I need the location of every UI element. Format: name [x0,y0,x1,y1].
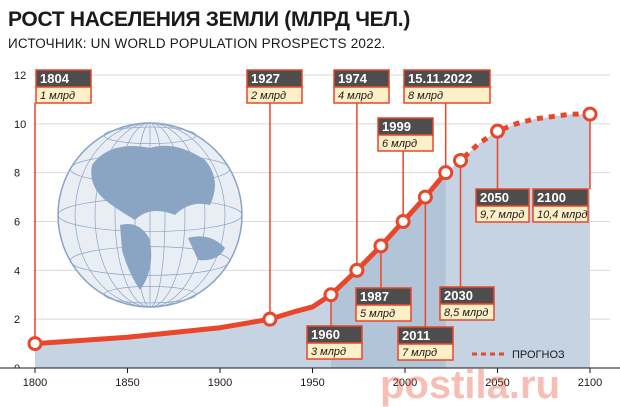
data-point [417,189,433,205]
annotation-value: 4 млрд [338,90,373,102]
x-tick-label: 1900 [208,377,232,389]
y-tick-label: 4 [14,265,20,277]
data-point [349,262,365,278]
annotation-value: 2 млрд [250,90,286,102]
annotation-value-box [403,86,491,104]
annotation-label: 15.11.2022 8 млрд [403,69,491,104]
annotation-value: 5 млрд [360,308,395,320]
annotation-label: 1987 5 млрд [355,287,412,322]
annotation-value-box [439,303,495,321]
annotation-year: 1927 [251,71,280,86]
annotation-value-box [475,205,530,223]
annotation-value-box [333,86,390,104]
annotation-year: 1804 [40,71,70,86]
annotation-value-box [35,86,92,104]
globe-icon [57,122,243,308]
forecast-line [444,111,590,175]
annotation-value-box [397,343,454,361]
y-tick-label: 2 [14,314,20,326]
annotation-value-box [355,304,412,322]
globe-land [120,224,152,290]
data-point [373,238,389,254]
globe-land [188,236,225,261]
annotation-value-box [532,205,589,223]
y-tick-label: 10 [14,119,26,131]
annotation-value-box [306,342,363,360]
annotation-label: 1927 2 млрд [246,69,303,104]
annotation-year: 1960 [311,327,340,342]
annotation-label: 1960 3 млрд [306,325,363,360]
chart-source: ИСТОЧНИК: UN WORLD POPULATION PROSPECTS … [8,36,386,51]
annotation-value: 1 млрд [40,90,75,102]
x-tick-label: 2100 [578,377,602,389]
watermark: postila.ru [380,363,560,407]
globe-land [91,145,215,220]
data-point [262,311,278,327]
annotation-year: 2100 [537,190,566,205]
annotation-year: 15.11.2022 [408,71,472,86]
x-tick-label: 2000 [393,377,417,389]
data-point [323,287,339,303]
annotation-value: 7 млрд [402,347,437,359]
annotation-year: 1999 [382,119,411,134]
annotation-label: 1999 6 млрд [377,117,434,152]
annotation-value: 10,4 млрд [537,209,587,221]
annotation-label: 2011 7 млрд [397,326,454,361]
annotation-label: 1804 1 млрд [35,69,92,104]
x-tick-label: 2050 [485,377,509,389]
annotation-label: 2050 9,7 млрд [475,188,530,223]
annotation-year: 1987 [360,289,389,304]
x-tick-label: 1950 [300,377,324,389]
data-point [453,152,468,168]
x-axis-band [0,368,620,407]
x-tick-label: 1850 [115,377,139,389]
y-tick-label: 8 [14,168,20,180]
annotation-year: 2030 [444,288,473,303]
annotation-value: 8,5 млрд [444,307,488,319]
data-point [27,336,43,352]
y-tick-label: 6 [14,217,20,229]
annotation-value: 9,7 млрд [480,209,524,221]
legend-label: ПРОГНОЗ [512,349,565,361]
annotation-value: 3 млрд [311,346,346,358]
x-tick-label: 1800 [23,377,47,389]
annotation-year: 1974 [338,71,368,86]
annotation-value-box [246,86,303,104]
data-point [582,106,598,122]
annotation-label: 2030 8,5 млрд [439,286,495,321]
page-title: РОСТ НАСЕЛЕНИЯ ЗЕМЛИ (МЛРД ЧЕЛ.) [8,8,411,31]
y-tick-label: 12 [14,70,26,82]
annotation-year: 2050 [480,190,509,205]
annotation-label: 1974 4 млрд [333,69,390,104]
annotation-value-box [377,134,434,152]
annotation-label: 2100 10,4 млрд [532,188,589,223]
annotation-value: 8 млрд [408,90,443,102]
data-point [490,123,505,139]
data-point [438,165,454,181]
annotation-year: 2011 [402,328,430,343]
annotation-value: 6 млрд [382,138,417,150]
data-point [395,214,411,229]
